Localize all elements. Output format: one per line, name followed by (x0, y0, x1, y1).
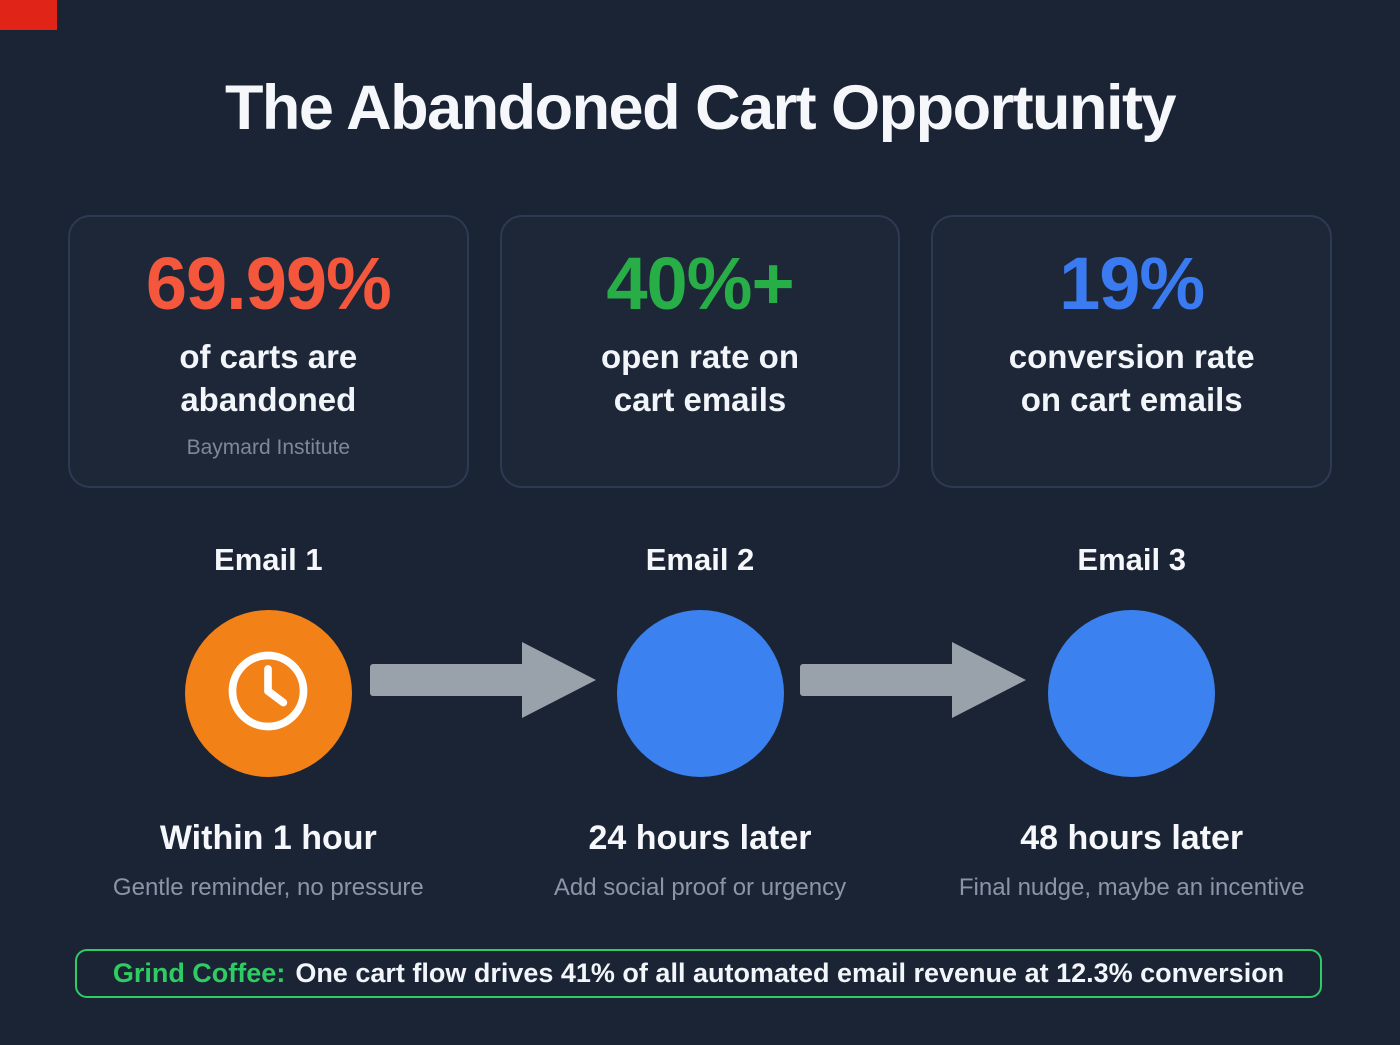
email-step-circle (184, 610, 352, 777)
email-sequence: Email 1 Within 1 hour Gentle reminder, n… (68, 542, 1332, 902)
email-step-2: Email 2 24 hours later Add social proof … (500, 542, 901, 902)
email-step-description: Final nudge, maybe an incentive (958, 874, 1305, 901)
email-step-timing: 24 hours later (588, 819, 812, 857)
stat-card-abandonment: 69.99% of carts are abandoned Baymard In… (68, 215, 469, 488)
footer-callout: Grind Coffee: One cart flow drives 41% o… (75, 949, 1322, 998)
email-step-circle (616, 610, 784, 777)
arrow-right-icon (370, 635, 598, 725)
stat-card-open-rate: 40%+ open rate on cart emails (499, 215, 901, 488)
stat-card-conversion-rate: 19% conversion rate on cart emails (931, 215, 1333, 488)
email-step-header: Email 2 (645, 542, 755, 577)
red-corner-mark (0, 0, 57, 30)
stat-value: 40%+ (606, 242, 794, 325)
stat-value: 19% (1059, 242, 1205, 325)
email-step-1: Email 1 Within 1 hour Gentle reminder, n… (68, 542, 469, 902)
email-step-timing: Within 1 hour (159, 819, 377, 857)
email-step-header: Email 3 (1077, 542, 1186, 577)
email-step-description: Gentle reminder, no pressure (112, 874, 424, 901)
stat-value: 69.99% (145, 242, 392, 325)
arrow-right-icon (800, 635, 1028, 725)
email-step-timing: 48 hours later (1020, 819, 1244, 857)
email-step-description: Add social proof or urgency (553, 874, 847, 901)
stat-label: open rate on cart emails (600, 337, 800, 419)
page-title: The Abandoned Cart Opportunity (224, 73, 1177, 143)
email-step-header: Email 1 (214, 542, 323, 577)
email-step-3: Email 3 48 hours later Final nudge, mayb… (931, 542, 1332, 902)
stat-label: conversion rate on cart emails (1008, 337, 1255, 419)
footer-callout-text: One cart flow drives 41% of all automate… (295, 958, 1285, 988)
clock-icon (220, 643, 316, 744)
stat-source: Baymard Institute (186, 435, 351, 459)
email-step-circle (1048, 610, 1216, 777)
stats-row: 69.99% of carts are abandoned Baymard In… (68, 215, 1333, 488)
stat-label: of carts are abandoned (179, 337, 358, 419)
footer-brand-label: Grind Coffee: (112, 958, 286, 988)
